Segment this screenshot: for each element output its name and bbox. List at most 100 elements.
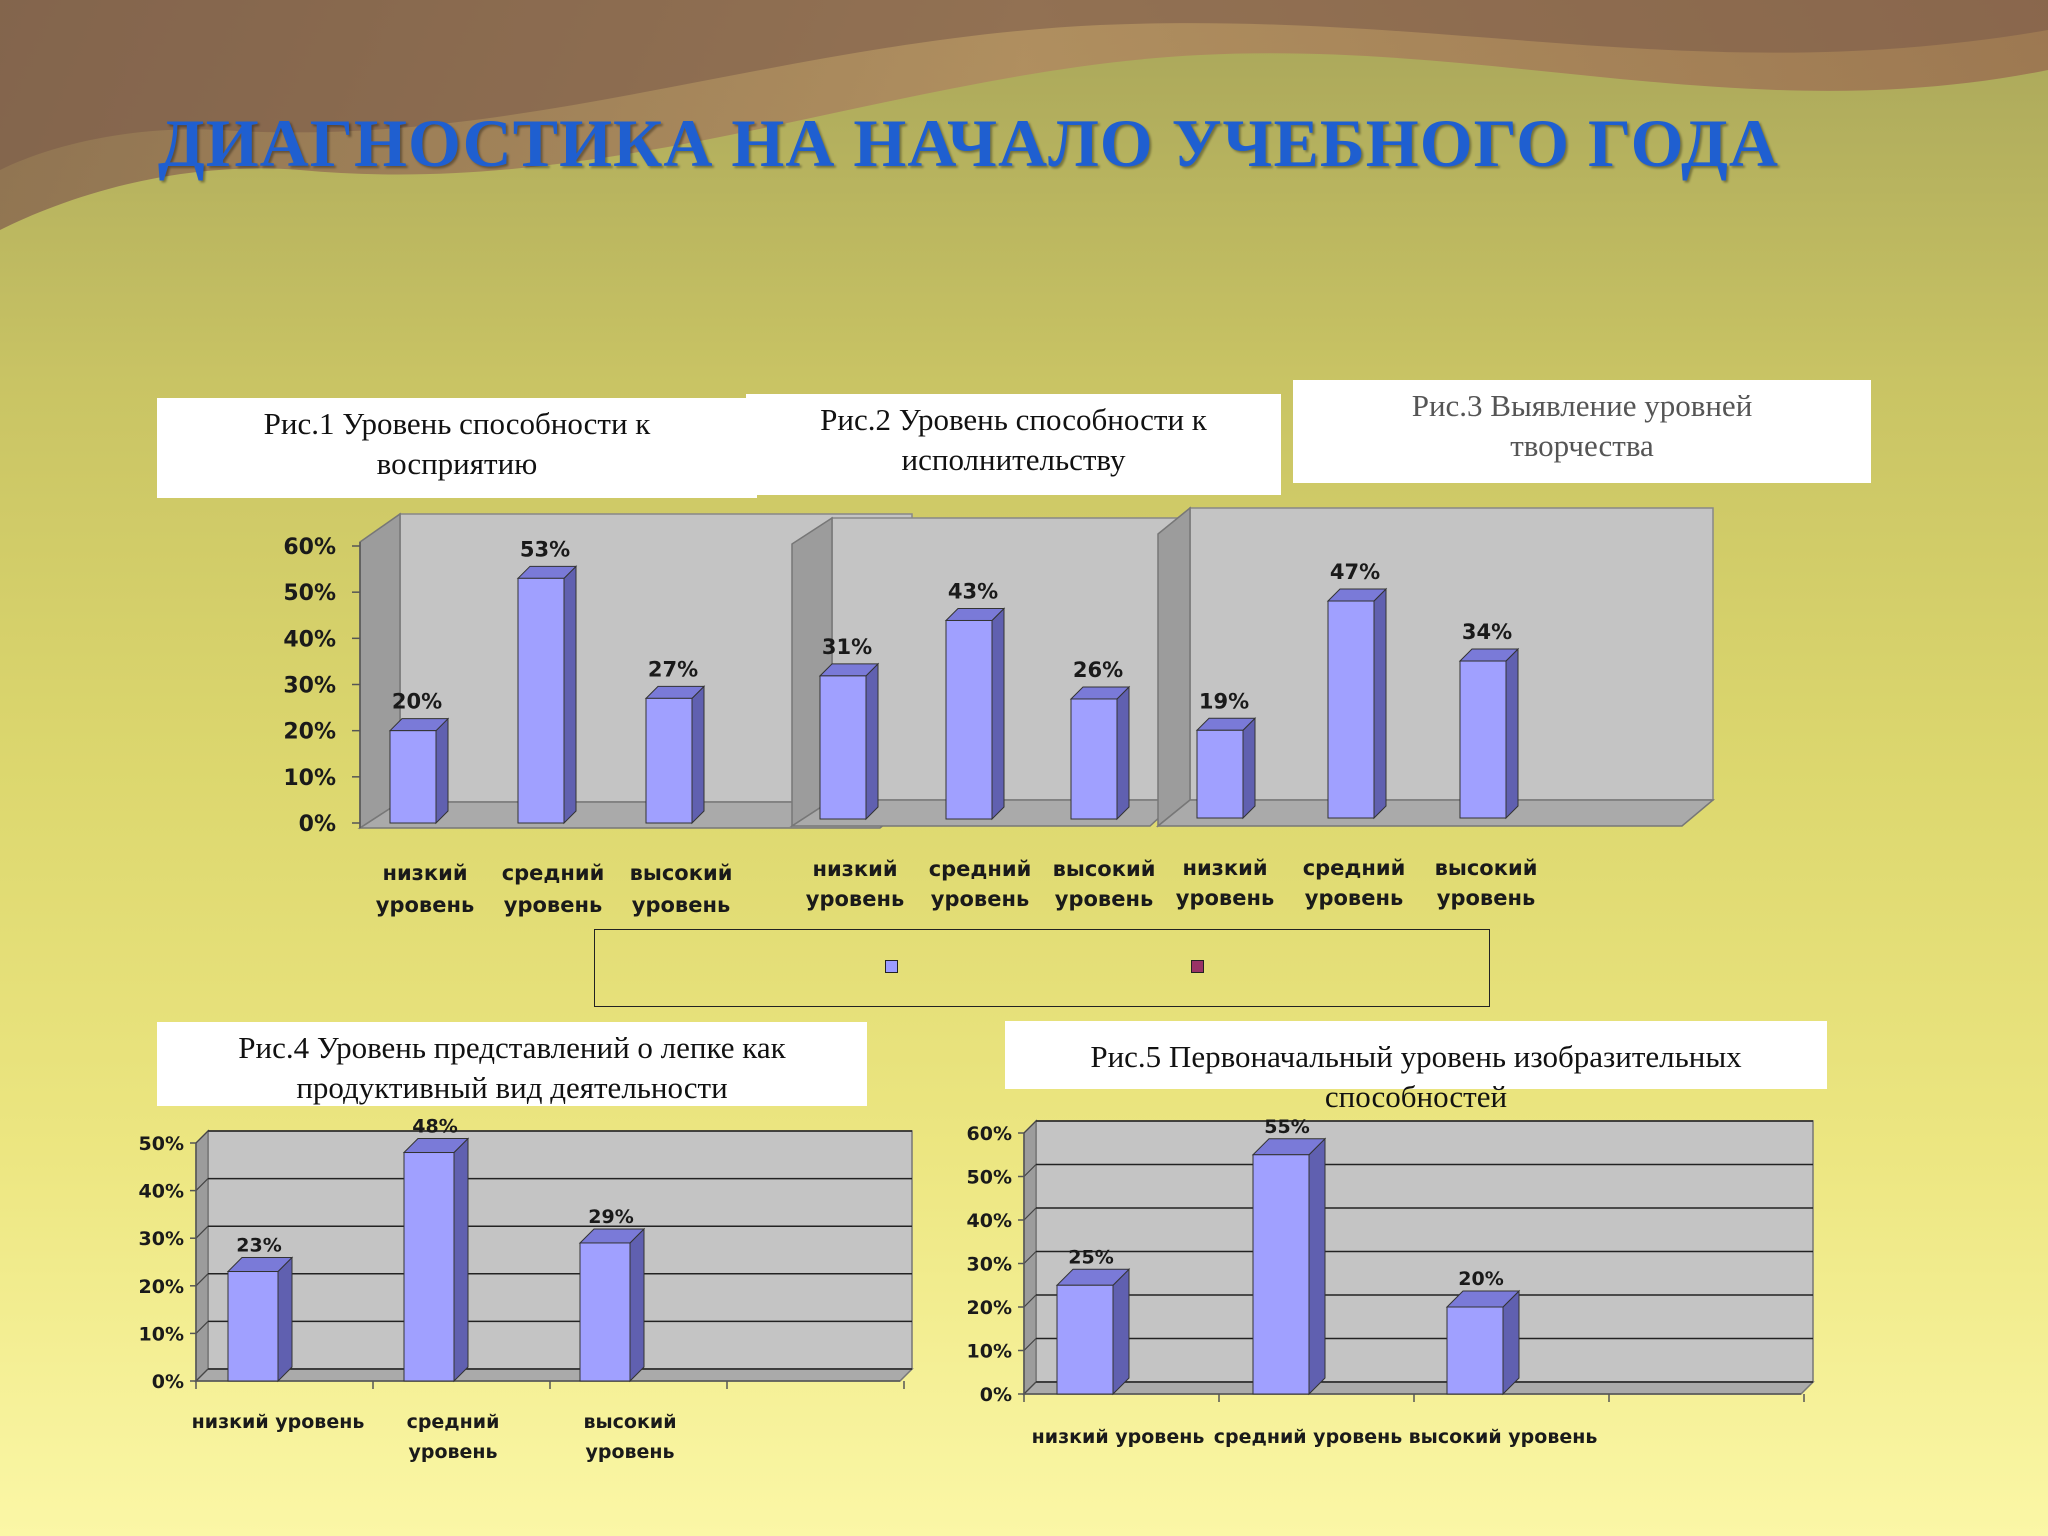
- fig2-data-label-2: 26%: [1073, 658, 1123, 682]
- fig4-gridline-side: [195, 1130, 209, 1144]
- caption-fig3: Рис.3 Выявление уровней творчества: [1293, 380, 1871, 483]
- fig4-gridline-side: [195, 1178, 209, 1192]
- fig5-ytick-label: 20%: [967, 1297, 1012, 1319]
- fig5-gridline-side: [1023, 1381, 1037, 1395]
- fig1-ytick-label: 20%: [283, 720, 336, 745]
- fig5-ytick-label: 0%: [980, 1384, 1012, 1406]
- fig3-category-label-0-line2: уровень: [1176, 886, 1274, 910]
- fig4-back-wall: [207, 1130, 913, 1370]
- fig3-category-label-2-line2: уровень: [1437, 886, 1535, 910]
- fig1-ytick-label: 0%: [299, 812, 336, 837]
- fig5-gridline-side: [1023, 1207, 1037, 1221]
- fig5-bar-2: [1446, 1306, 1504, 1395]
- caption-fig1: Рис.1 Уровень способности к восприятию: [157, 398, 757, 498]
- fig5-ytick-label: 40%: [967, 1210, 1012, 1232]
- fig3-data-label-0: 19%: [1199, 689, 1249, 713]
- fig5-gridline-side: [1023, 1251, 1037, 1264]
- fig1-bar-0: [389, 730, 437, 824]
- fig4-bar-2: [579, 1242, 631, 1382]
- fig4-ytick-label: 0%: [152, 1371, 184, 1393]
- fig1-category-label-0-line2: уровень: [376, 893, 474, 917]
- fig4-ytick-label: 30%: [139, 1228, 184, 1250]
- fig5-gridline-side: [1023, 1294, 1037, 1308]
- fig4-ytick-label: 40%: [139, 1181, 184, 1203]
- fig4-bar-2-side: [629, 1227, 645, 1383]
- fig1-bar-1: [517, 577, 565, 824]
- fig5-gridline-side: [1023, 1164, 1037, 1177]
- fig5-category-label-1: средний уровень: [1214, 1426, 1403, 1448]
- fig3-bar-2: [1459, 660, 1507, 819]
- caption-fig4: Рис.4 Уровень представлений о лепке как …: [157, 1022, 867, 1106]
- fig4-ytick-label: 10%: [139, 1323, 184, 1345]
- fig3-data-label-2: 34%: [1462, 620, 1512, 644]
- fig5-data-label-2: 20%: [1458, 1268, 1503, 1290]
- fig4-gridline-side: [195, 1273, 209, 1287]
- fig2-category-label-0-line2: уровень: [806, 887, 904, 911]
- fig4-floor: [194, 1368, 914, 1382]
- fig3-data-label-1: 47%: [1330, 560, 1380, 584]
- fig2-bar-2: [1070, 698, 1118, 820]
- fig1-data-label-2: 27%: [648, 657, 698, 681]
- fig4-data-label-1: 48%: [412, 1116, 457, 1138]
- fig4-bar-1-side: [453, 1137, 469, 1383]
- fig4-bar-1: [403, 1152, 455, 1382]
- legend: [594, 929, 1490, 1007]
- fig4-gridline-side: [195, 1320, 209, 1334]
- fig3-category-label-2: высокий: [1435, 856, 1538, 880]
- fig5-ytick-label: 60%: [967, 1123, 1012, 1145]
- fig4-bar-0-side: [277, 1256, 293, 1383]
- fig5-gridline-side: [1023, 1120, 1037, 1134]
- fig5-ytick-label: 30%: [967, 1254, 1012, 1276]
- fig4-data-label-0: 23%: [236, 1235, 281, 1257]
- fig1-ytick-label: 10%: [283, 766, 336, 791]
- fig3-category-label-1-line2: уровень: [1305, 886, 1403, 910]
- fig5-data-label-0: 25%: [1068, 1246, 1113, 1268]
- fig4-ytick-label: 50%: [139, 1133, 184, 1155]
- fig3-bar-0: [1196, 729, 1244, 819]
- fig4-category-label-2-line2: уровень: [585, 1441, 674, 1463]
- fig2-bar-0: [819, 675, 867, 820]
- fig3-category-label-1: средний: [1303, 856, 1406, 880]
- slide-title: ДИАГНОСТИКА НА НАЧАЛО УЧЕБНОГО ГОДА: [158, 105, 1780, 181]
- fig4-data-label-2: 29%: [588, 1206, 633, 1228]
- fig2-bar-1: [945, 619, 993, 820]
- fig4-side-wall: [195, 1129, 209, 1383]
- fig5-bar-2-side: [1502, 1289, 1520, 1396]
- fig4-bar-0: [227, 1271, 279, 1382]
- fig5-ytick-label: 10%: [967, 1341, 1012, 1363]
- fig2-category-label-2: высокий: [1053, 857, 1156, 881]
- decorative-wave: [0, 0, 2048, 230]
- fig4-gridline-side: [195, 1225, 209, 1239]
- fig1-ytick-label: 40%: [283, 627, 336, 652]
- fig5-floor: [1022, 1381, 1815, 1395]
- fig1-category-label-2: высокий: [630, 861, 733, 885]
- legend-swatch-series1: [885, 960, 898, 973]
- fig5-ytick-label: 50%: [967, 1167, 1012, 1189]
- fig2-data-label-0: 31%: [822, 635, 872, 659]
- fig3-bar-1: [1327, 600, 1375, 819]
- fig2-category-label-2-line2: уровень: [1055, 887, 1153, 911]
- fig1-ytick-label: 30%: [283, 674, 336, 699]
- fig1-category-label-1-line2: уровень: [504, 893, 602, 917]
- fig5-data-label-1: 55%: [1264, 1116, 1309, 1138]
- fig5-category-label-2: высокий уровень: [1409, 1426, 1598, 1448]
- fig5-bar-1-side: [1308, 1137, 1326, 1396]
- fig1-ytick-label: 50%: [283, 581, 336, 606]
- fig2-data-label-1: 43%: [948, 579, 998, 603]
- fig2-category-label-0: низкий: [812, 857, 897, 881]
- fig4-ytick-label: 20%: [139, 1276, 184, 1298]
- fig1-category-label-2-line2: уровень: [632, 893, 730, 917]
- fig1-bar-2: [645, 697, 693, 824]
- fig3-floor: [1155, 799, 1716, 827]
- fig5-gridline-side: [1023, 1338, 1037, 1351]
- fig4-category-label-0: низкий уровень: [192, 1411, 365, 1433]
- caption-fig5: Рис.5 Первоначальный уровень изобразител…: [1005, 1021, 1827, 1114]
- fig1-ytick-label: 60%: [283, 535, 336, 560]
- fig1-category-label-1: средний: [502, 861, 605, 885]
- fig2-category-label-1-line2: уровень: [931, 887, 1029, 911]
- fig1-data-label-1: 53%: [520, 537, 570, 561]
- caption-fig2: Рис.2 Уровень способности к исполнительс…: [746, 394, 1281, 495]
- fig1-data-label-0: 20%: [392, 690, 442, 714]
